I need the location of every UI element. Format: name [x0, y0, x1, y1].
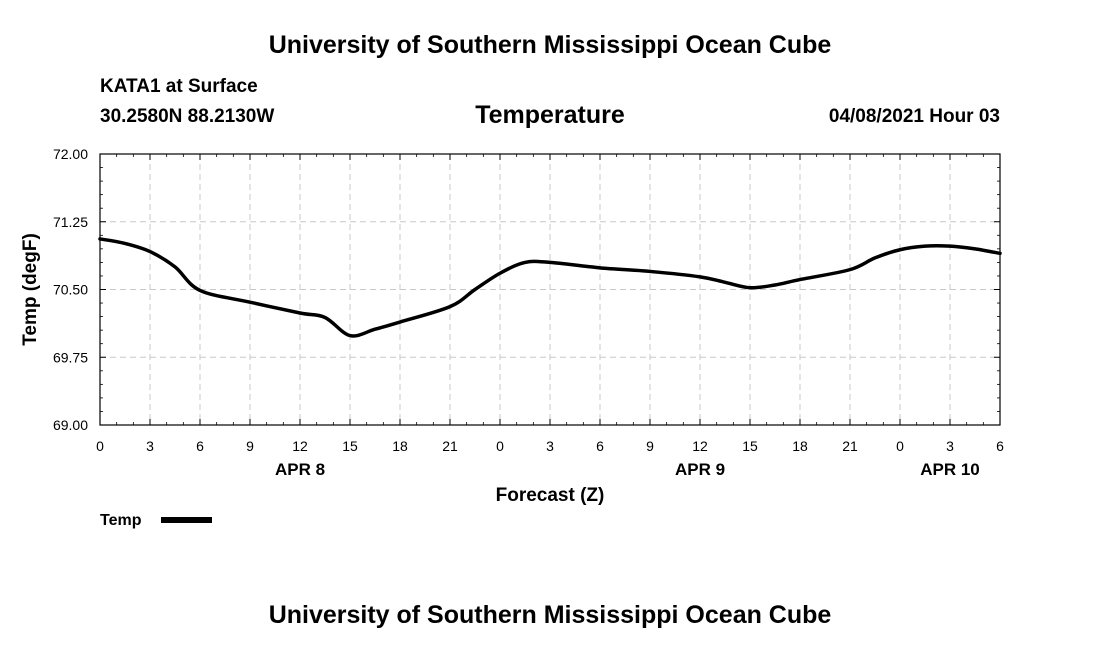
x-tick-label: 15: [742, 438, 758, 454]
x-tick-label: 21: [442, 438, 458, 454]
x-tick-label: 21: [842, 438, 858, 454]
x-axis-title: Forecast (Z): [496, 485, 605, 506]
x-tick-label: 6: [996, 438, 1004, 454]
x-tick-label: 6: [596, 438, 604, 454]
legend-label: Temp: [100, 512, 142, 529]
page-title: University of Southern Mississippi Ocean…: [268, 31, 832, 59]
x-tick-label: 3: [946, 438, 954, 454]
x-tick-label: 15: [342, 438, 358, 454]
series-line-temp: [98, 237, 1002, 338]
x-tick-label: 12: [292, 438, 308, 454]
y-tick-label: 71.25: [53, 214, 88, 230]
station-label: KATA1 at Surface: [100, 76, 258, 97]
x-tick-label: 18: [792, 438, 808, 454]
y-tick-label: 70.50: [53, 282, 88, 298]
footer-title: University of Southern Mississippi Ocean…: [268, 601, 832, 629]
station-coordinates: 30.2580N 88.2130W: [100, 106, 275, 127]
x-tick-label: 3: [146, 438, 154, 454]
x-tick-label: 0: [496, 438, 504, 454]
x-tick-label: 9: [646, 438, 654, 454]
x-tick-label: 3: [546, 438, 554, 454]
x-tick-label: 18: [392, 438, 408, 454]
date-label: APR 9: [675, 460, 725, 479]
y-axis-title: Temp (degF): [20, 233, 41, 346]
x-tick-label: 6: [196, 438, 204, 454]
chart-title: Temperature: [475, 101, 625, 129]
x-tick-label: 12: [692, 438, 708, 454]
x-tick-label: 0: [96, 438, 104, 454]
date-label: APR 8: [275, 460, 325, 479]
y-tick-label: 72.00: [53, 146, 88, 162]
x-tick-label: 0: [896, 438, 904, 454]
date-label: APR 10: [920, 460, 980, 479]
forecast-datetime: 04/08/2021 Hour 03: [828, 106, 1000, 127]
x-tick-label: 9: [246, 438, 254, 454]
y-tick-label: 69.75: [53, 349, 88, 365]
y-tick-label: 69.00: [53, 417, 88, 433]
